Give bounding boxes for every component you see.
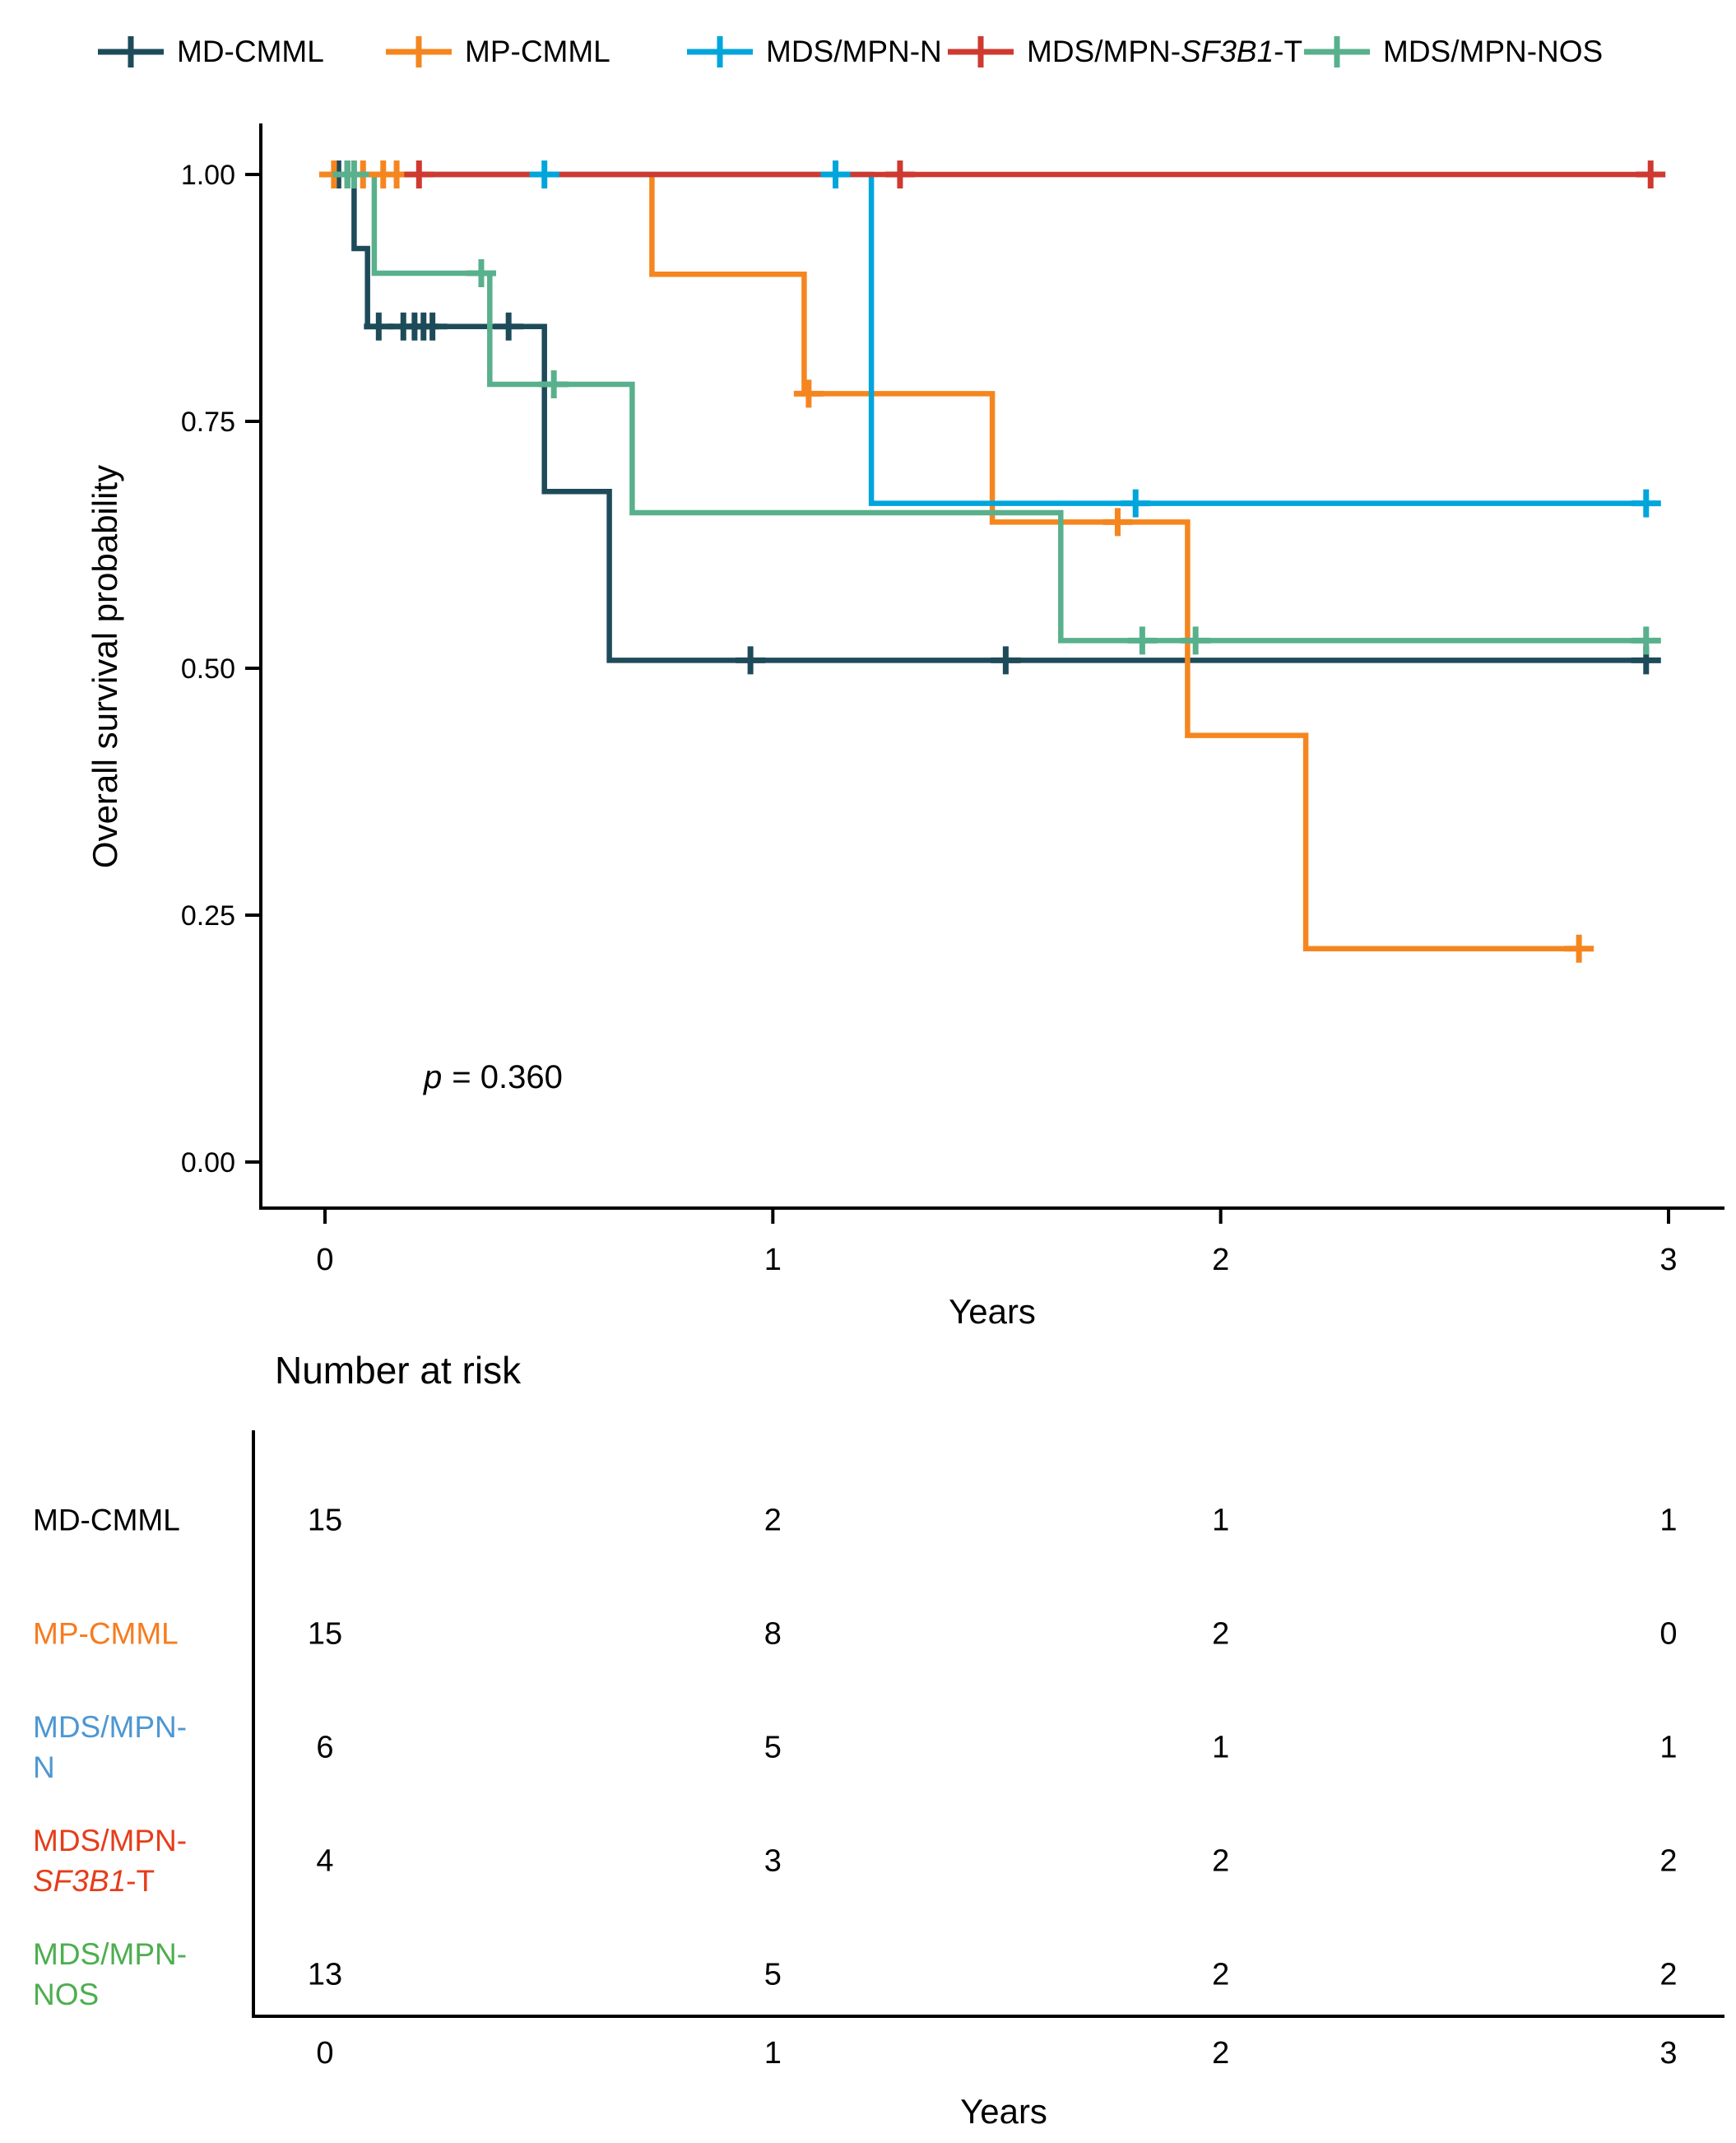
risk-row-label-md-cmml: MD-CMML — [33, 1503, 180, 1537]
risk-row-label-mds-mpn-nos: MDS/MPN- NOS — [33, 1937, 188, 2011]
risk-count-mp-cmml-t0: 15 — [307, 1616, 343, 1652]
censor-mark-mds-mpn-n — [1121, 489, 1151, 518]
censor-mark-md-cmml — [417, 312, 448, 341]
p-value: p = 0.360 — [423, 1059, 563, 1095]
legend-item-mp-cmml: MP-CMML — [384, 23, 610, 81]
x-axis-title: Years — [949, 1292, 1036, 1331]
risk-table-x-tick-label: 3 — [1659, 2036, 1678, 2071]
x-tick-label: 3 — [1659, 1243, 1677, 1277]
censor-mark-mds-mpn-sf3b1-t — [884, 160, 915, 188]
survival-curves — [325, 171, 1655, 952]
legend-label: MD-CMML — [177, 35, 324, 68]
y-tick-label: 1.00 — [181, 160, 235, 191]
censor-mark-mds-mpn-nos — [1631, 626, 1661, 655]
risk-table-x-tick-label: 0 — [316, 2036, 334, 2071]
risk-table-x-tick-label: 2 — [1212, 2036, 1230, 2071]
legend-label: MDS/MPN-N — [766, 35, 942, 68]
censor-marks — [318, 160, 1666, 963]
survival-curve-md-cmml — [325, 171, 1651, 663]
censor-mark-mds-mpn-nos — [466, 259, 496, 287]
risk-count-mds-mpn-n-t3: 1 — [1659, 1730, 1678, 1765]
censor-mark-mds-mpn-n — [820, 160, 851, 188]
censor-mark-mp-cmml — [793, 379, 824, 408]
censor-mark-mds-mpn-nos — [539, 370, 569, 398]
legend: MD-CMML MP-CMML MDS/MPN-N MDS/MPN-SF3B1-T MD… — [0, 23, 1736, 81]
risk-count-md-cmml-t3: 1 — [1659, 1503, 1678, 1538]
risk-row-label-mp-cmml: MP-CMML — [33, 1616, 179, 1651]
risk-count-mp-cmml-t2: 2 — [1212, 1616, 1230, 1652]
risk-count-mds-mpn-n-t0: 6 — [316, 1730, 334, 1765]
risk-row-label-mds-mpn-sf3b1-t: MDS/MPN- SF3B1-T — [33, 1824, 188, 1898]
censor-mark-mds-mpn-nos — [339, 160, 369, 188]
legend-key-mds-mpn-n-icon — [687, 36, 753, 67]
risk-count-mds-mpn-n-t1: 5 — [764, 1730, 782, 1765]
risk-count-md-cmml-t1: 2 — [764, 1503, 782, 1538]
axes: 1.00 0.75 0.50 0.25 0.00 0 1 2 3 — [181, 123, 1724, 1277]
risk-count-mp-cmml-t3: 0 — [1659, 1616, 1678, 1652]
risk-count-mds-mpn-nos-t0: 13 — [307, 1957, 343, 1992]
censor-mark-mds-mpn-sf3b1-t — [404, 160, 434, 188]
risk-table-frame — [252, 1430, 1724, 2018]
survival-curve-mp-cmml — [325, 171, 1584, 952]
risk-table-x-axis-title: Years — [960, 2092, 1047, 2131]
legend-label: MDS/MPN-SF3B1-T — [1027, 35, 1303, 68]
risk-table-x-tick-label: 1 — [764, 2036, 782, 2071]
y-tick-label: 0.00 — [181, 1147, 235, 1178]
survival-curve-mds-mpn-nos — [325, 171, 1651, 644]
censor-mark-md-cmml — [736, 646, 766, 675]
censor-mark-mds-mpn-n — [1631, 489, 1661, 518]
survival-curve-mds-mpn-n — [325, 171, 1651, 506]
censor-mark-md-cmml — [991, 646, 1021, 675]
legend-key-md-cmml-icon — [98, 36, 164, 67]
x-tick-label: 0 — [316, 1243, 333, 1277]
y-tick-label: 0.50 — [181, 653, 235, 685]
censor-mark-mp-cmml — [1102, 508, 1133, 537]
y-tick-label: 0.25 — [181, 900, 235, 932]
risk-count-mds-mpn-sf3b1-t-t2: 2 — [1212, 1843, 1230, 1879]
risk-row-label-mds-mpn-n: MDS/MPN- N — [33, 1710, 188, 1784]
risk-count-mp-cmml-t1: 8 — [764, 1616, 782, 1652]
y-axis-title: Overall survival probability — [86, 465, 124, 868]
censor-mark-mds-mpn-n — [529, 160, 559, 188]
legend-item-md-cmml: MD-CMML — [96, 23, 324, 81]
risk-count-mds-mpn-sf3b1-t-t3: 2 — [1659, 1843, 1678, 1879]
risk-count-mds-mpn-nos-t1: 5 — [764, 1957, 782, 1992]
km-plot: 1.00 0.75 0.50 0.25 0.00 0 1 2 3 Overall surviva… — [86, 123, 1724, 1331]
risk-count-md-cmml-t2: 1 — [1212, 1503, 1230, 1538]
censor-mark-mp-cmml — [1564, 934, 1594, 963]
censor-mark-mds-mpn-nos — [1181, 626, 1211, 655]
risk-count-md-cmml-t0: 15 — [307, 1503, 343, 1538]
risk-count-mds-mpn-nos-t2: 2 — [1212, 1957, 1230, 1992]
legend-key-mds-mpn-sf3b1-t-icon — [948, 36, 1014, 67]
legend-key-mds-mpn-nos-icon — [1304, 36, 1370, 67]
x-tick-label: 1 — [764, 1243, 782, 1277]
censor-mark-md-cmml — [494, 312, 524, 341]
risk-count-mds-mpn-sf3b1-t-t1: 3 — [764, 1843, 782, 1879]
legend-item-mds-mpn-n: MDS/MPN-N — [685, 23, 942, 81]
legend-item-mds-mpn-nos: MDS/MPN-NOS — [1302, 23, 1603, 81]
censor-mark-mds-mpn-nos — [1127, 626, 1158, 655]
legend-label: MP-CMML — [465, 35, 610, 68]
censor-mark-mds-mpn-sf3b1-t — [1636, 160, 1666, 188]
legend-label: MDS/MPN-NOS — [1383, 35, 1604, 68]
risk-count-mds-mpn-sf3b1-t-t0: 4 — [316, 1843, 334, 1879]
risk-table-title: Number at risk — [275, 1349, 522, 1392]
risk-count-mds-mpn-nos-t3: 2 — [1659, 1957, 1678, 1992]
x-tick-label: 2 — [1212, 1243, 1229, 1277]
legend-key-mp-cmml-icon — [386, 36, 452, 67]
risk-count-mds-mpn-n-t2: 1 — [1212, 1730, 1230, 1765]
legend-item-mds-mpn-sf3b1-t: MDS/MPN-SF3B1-T — [946, 23, 1302, 81]
y-tick-label: 0.75 — [181, 407, 235, 438]
